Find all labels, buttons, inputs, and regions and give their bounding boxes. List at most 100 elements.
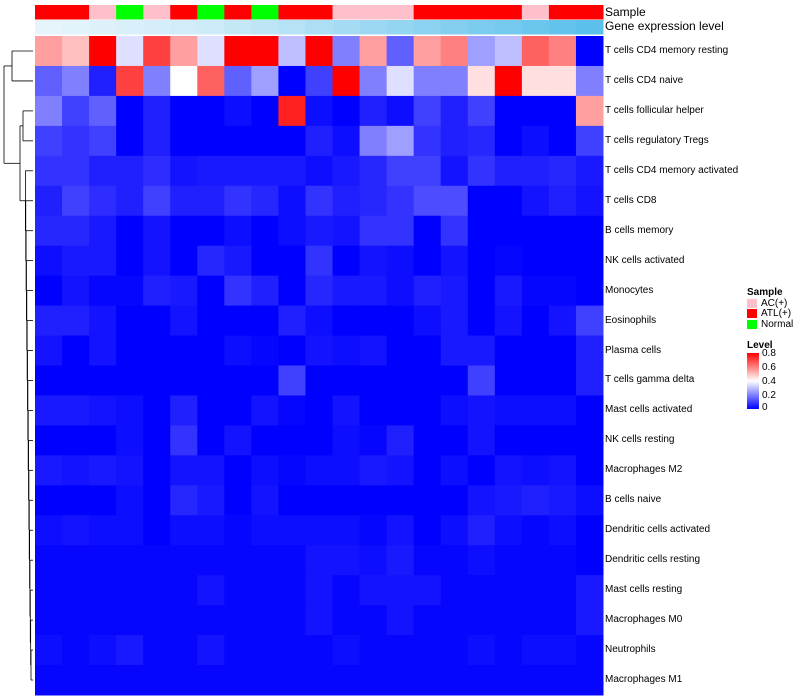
heatmap-cell [332,575,361,606]
sample-annotation-cell [521,5,550,20]
heatmap-cell [575,335,604,366]
heatmap-cell [89,215,117,247]
heatmap-cell [521,245,550,277]
heatmap-cell [35,365,63,396]
heatmap-cell [305,155,334,187]
heatmap-cell [35,215,63,247]
heatmap-cell [251,245,279,277]
heatmap-cell [413,305,442,337]
heatmap-cell [305,125,334,157]
sample-legend-title: Sample [747,287,783,298]
gene-expression-annotation-bar [35,20,604,35]
heatmap-cell [197,305,225,337]
heatmap-cell [89,125,117,157]
heatmap-cell [116,635,144,666]
heatmap-cell [197,95,225,127]
gene-expression-annotation-label: Gene expression level [605,19,724,33]
heatmap-cell [35,665,63,696]
heatmap-cell [575,275,604,307]
heatmap-cell [440,455,469,486]
heatmap-cell [251,395,279,426]
heatmap-cell [467,185,496,217]
heatmap-cell [467,155,496,187]
heatmap-cell [224,365,252,396]
row-label: Dendritic cells activated [605,524,711,536]
heatmap-cell [278,215,306,247]
heatmap-cell [251,215,279,247]
heatmap-cell [386,635,415,666]
heatmap-cell [170,95,198,127]
sample-annotation-cell [170,5,198,20]
heatmap-cell [332,185,361,217]
heatmap-cell [143,455,171,486]
heatmap-cell [251,275,279,307]
heatmap-cell [89,635,117,666]
heatmap-cell [521,395,550,426]
swatch-ac [747,298,757,308]
heatmap-cell [386,365,415,396]
row-label: T cells regulatory Tregs [605,134,709,146]
sample-annotation-cell [278,5,306,20]
heatmap-cell [170,36,198,67]
heatmap-cell [413,545,442,576]
heatmap-cell [197,245,225,277]
heatmap-cell [575,515,604,546]
heatmap-cell [224,545,252,576]
heatmap-cell [575,425,604,456]
heatmap-cell [170,245,198,277]
heatmap-cell [386,605,415,636]
heatmap-cell [305,335,334,366]
heatmap-cell [413,335,442,366]
heatmap-cell [170,155,198,187]
sample-annotation-cell [359,5,388,20]
heatmap-cell [224,185,252,217]
heatmap-cell [413,455,442,486]
heatmap-cell [143,275,171,307]
heatmap-cell [548,425,577,456]
heatmap-cell [305,605,334,636]
sample-annotation-cell [575,5,604,20]
heatmap-cell [521,365,550,396]
heatmap-cell [62,185,90,217]
heatmap-cell [143,185,171,217]
heatmap-cell [413,515,442,546]
heatmap-cell [62,215,90,247]
heatmap-cell [197,185,225,217]
heatmap-cell [251,425,279,456]
heatmap-cell [143,335,171,366]
heatmap-cell [575,485,604,516]
heatmap-cell [359,65,388,97]
heatmap-cell [197,425,225,456]
heatmap-cell [278,36,306,67]
heatmap-cell [305,545,334,576]
heatmap-cell [413,36,442,67]
heatmap-cell [332,65,361,97]
heatmap-cell [143,665,171,696]
heatmap-cell [278,515,306,546]
heatmap-cell [467,545,496,576]
heatmap-cell [467,365,496,396]
heatmap-cell [548,95,577,127]
heatmap-cell [332,605,361,636]
heatmap-cell [413,95,442,127]
heatmap-cell [197,155,225,187]
heatmap-cell [467,575,496,606]
heatmap-cell [521,65,550,97]
heatmap-cell [440,635,469,666]
heatmap-cell [575,36,604,67]
heatmap-cell [494,635,523,666]
heatmap-cell [62,455,90,486]
heatmap-cell [143,575,171,606]
heatmap-cell [521,305,550,337]
sample-annotation-cell [143,5,171,20]
heatmap-cell [521,335,550,366]
sample-annotation-cell [332,5,361,20]
heatmap-cell [251,365,279,396]
heatmap-cell [359,305,388,337]
expression-annotation-cell [251,20,279,35]
heatmap-cell [359,36,388,67]
heatmap-cell [170,275,198,307]
row-label: T cells CD8 [605,194,657,206]
heatmap-cell [62,65,90,97]
legend-item-atl: ATL(+) [747,308,793,319]
